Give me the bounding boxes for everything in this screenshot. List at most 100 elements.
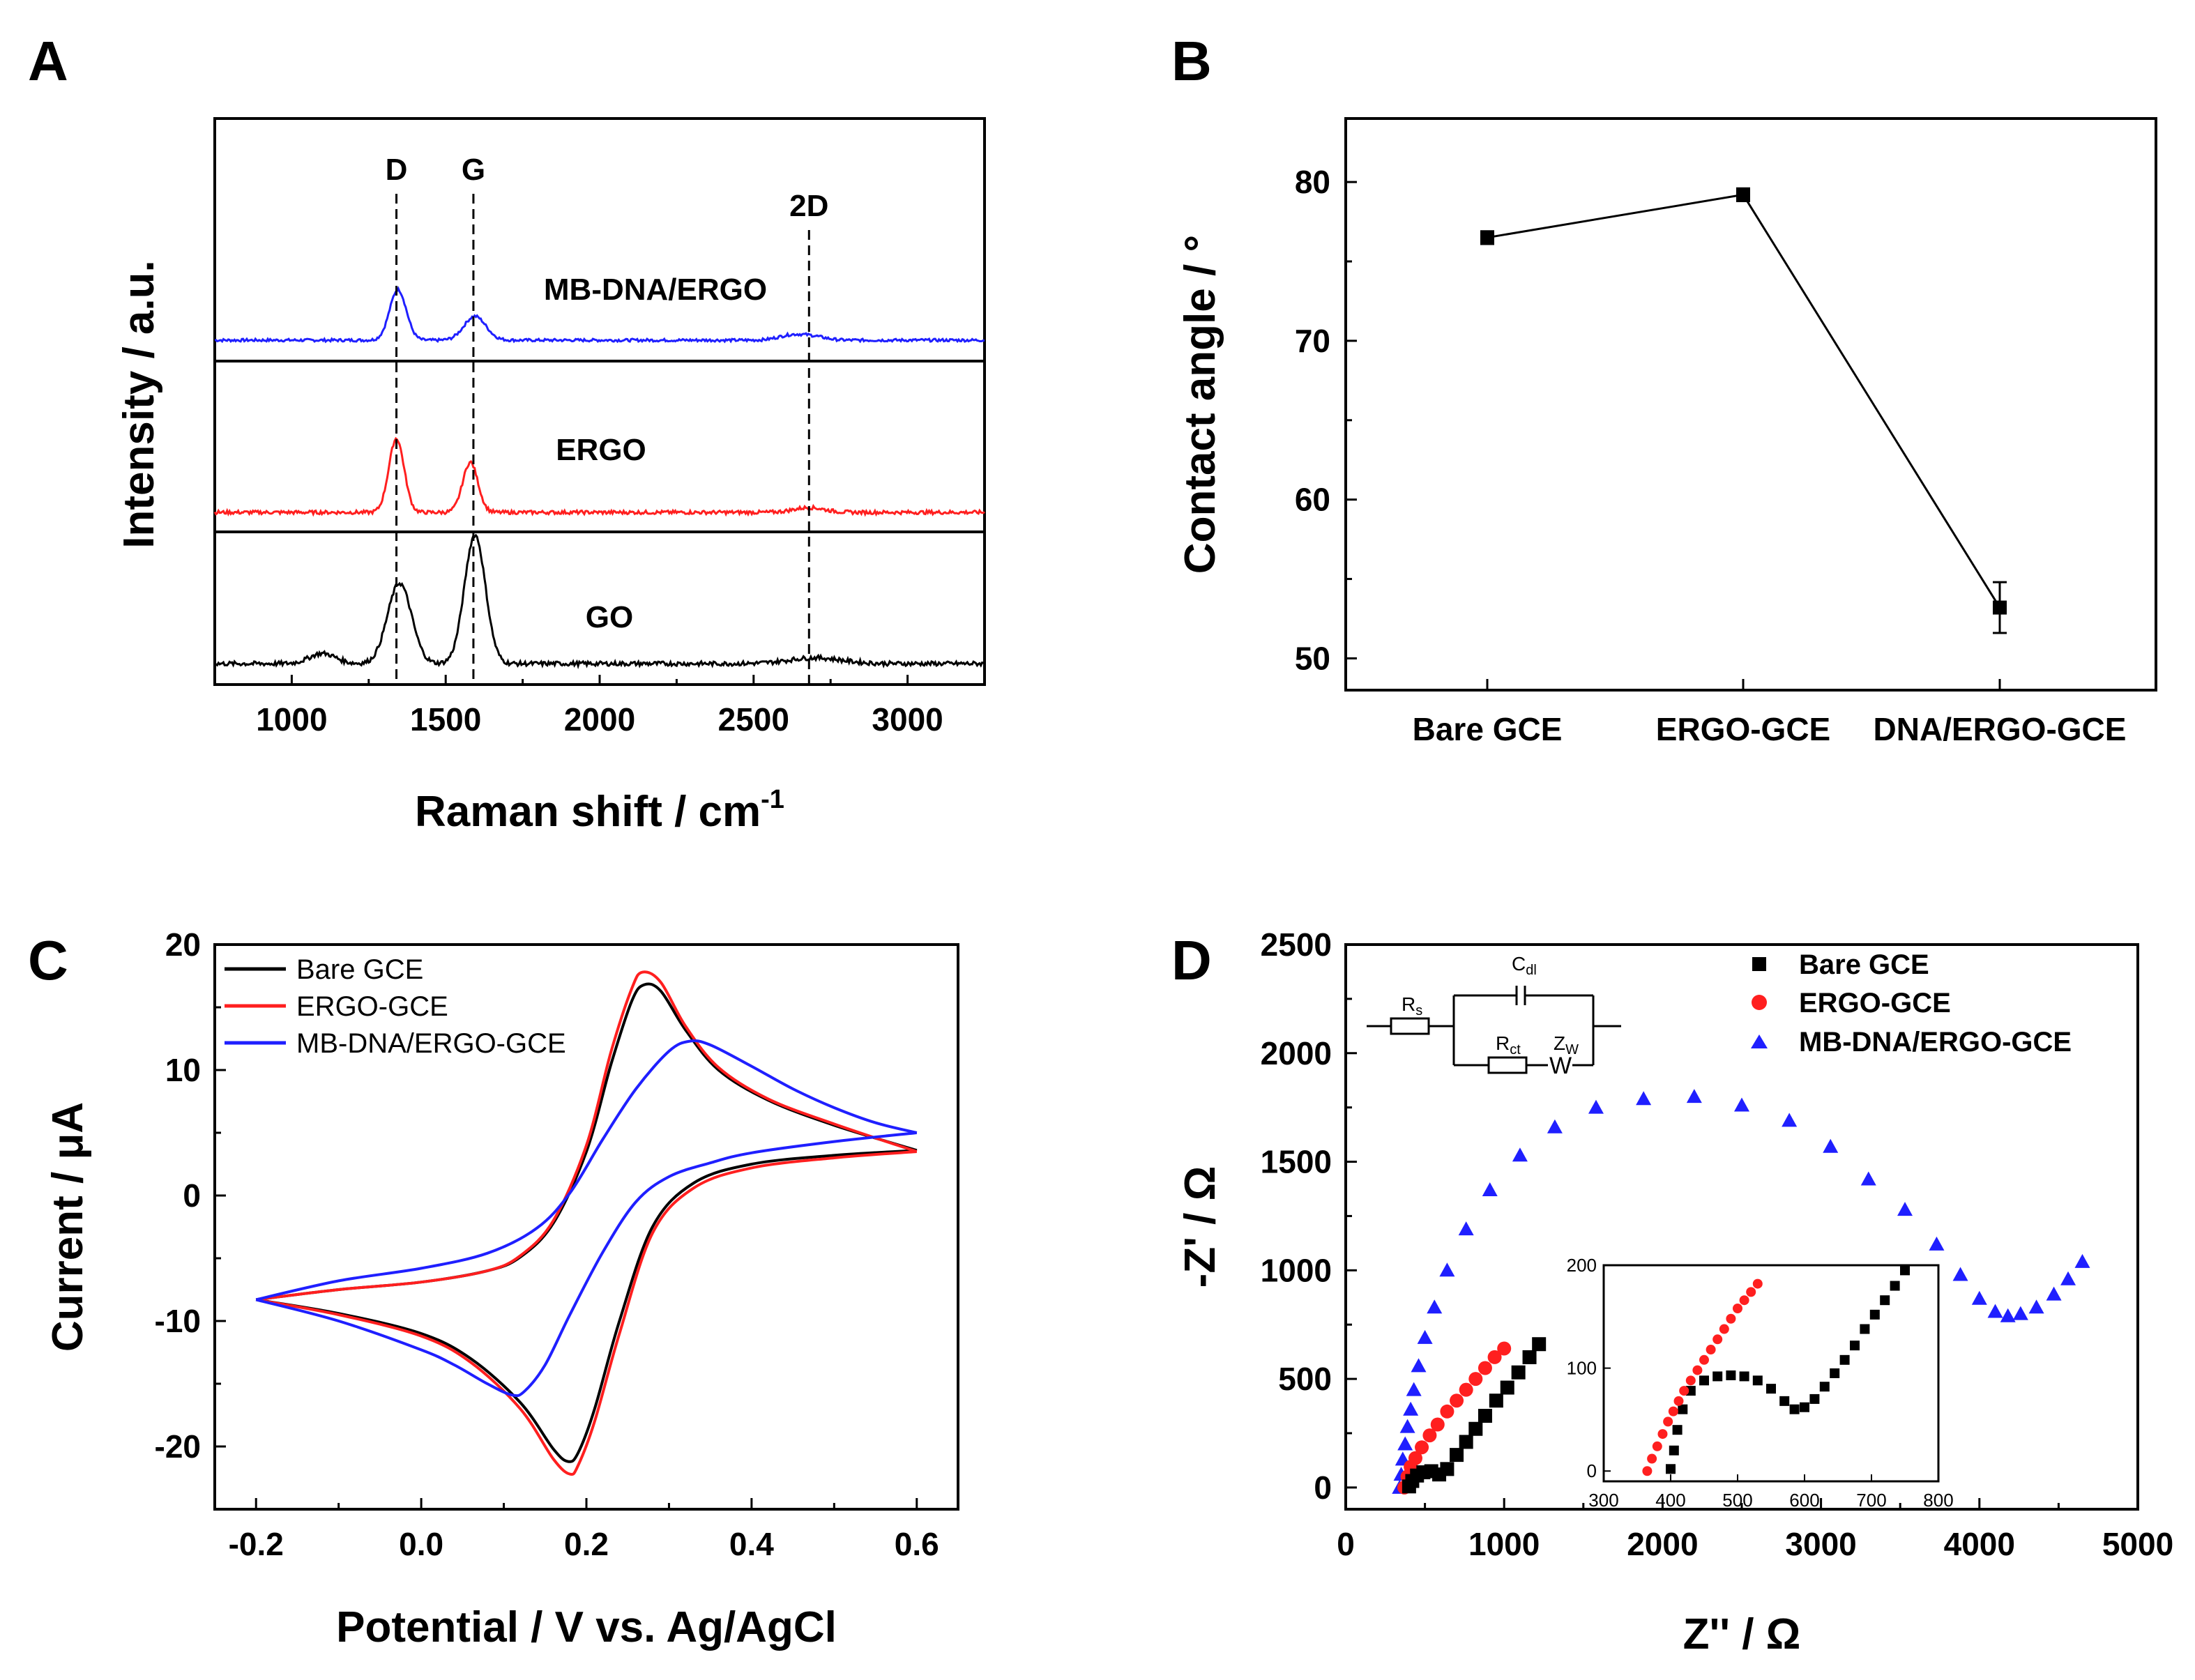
eis-point-mb-dna-ergo-gce: [1971, 1290, 1987, 1305]
label-ergo: ERGO: [556, 433, 646, 467]
cv-reverse-scan-bare-gce: [255, 1149, 917, 1463]
cv-y-tick-label: 20: [165, 926, 201, 963]
eis-inset-point-bare-gce: [1900, 1265, 1910, 1276]
raman-line-ergo: [213, 436, 985, 517]
eis-point-bare-gce: [1459, 1435, 1473, 1449]
contact-angle-frame: [1344, 117, 2157, 692]
contact-angle-panel: 50 60 70 80 Bare GCE ERGO-GCE DNA/ERGO-GCE Con…: [1176, 117, 2157, 747]
eis-point-mb-dna-ergo-gce: [1636, 1091, 1652, 1106]
eis-inset-point-bare-gce: [1766, 1384, 1776, 1394]
raman-y-title: Intensity / a.u.: [115, 260, 163, 548]
eis-inset-y-tick-label: 100: [1567, 1358, 1597, 1379]
eis-point-mb-dna-ergo-gce: [1823, 1138, 1839, 1153]
eis-point-mb-dna-ergo-gce: [1399, 1419, 1415, 1433]
eis-point-mb-dna-ergo-gce: [1406, 1382, 1422, 1396]
eis-x-title: Z'' / Ω: [1683, 1610, 1801, 1658]
contact-angle-x-tick-label: ERGO-GCE: [1656, 711, 1830, 747]
eis-point-mb-dna-ergo-gce: [1782, 1113, 1798, 1127]
eis-point-mb-dna-ergo-gce: [1417, 1329, 1433, 1344]
raman-x-tick-label: 2000: [564, 701, 635, 738]
eis-inset-point-bare-gce: [1669, 1445, 1679, 1456]
circuit-label-cdl: Cdl: [1512, 953, 1537, 978]
raman-peak-label-g: G: [462, 153, 485, 187]
eis-point-mb-dna-ergo-gce: [1427, 1299, 1443, 1314]
eis-inset-point-bare-gce: [1839, 1354, 1850, 1365]
circuit-label-rs: Rs: [1402, 993, 1422, 1018]
eis-inset-point-ergo-gce: [1692, 1365, 1703, 1375]
eis-inset-point-bare-gce: [1869, 1309, 1880, 1320]
contact-angle-x-tick-label: DNA/ERGO-GCE: [1874, 711, 2127, 747]
eis-point-bare-gce: [1511, 1365, 1526, 1380]
eis-y-tick-label: 500: [1278, 1361, 1332, 1397]
eis-inset-x-tick-label: 400: [1655, 1490, 1685, 1511]
eis-inset-point-bare-gce: [1726, 1370, 1736, 1380]
panel-letter-c: C: [28, 929, 68, 991]
eis-inset-point-ergo-gce: [1712, 1334, 1723, 1345]
cv-y-tick-label: -10: [155, 1303, 201, 1339]
cv-forward-scan-mb-dna-ergo-gce: [255, 1039, 918, 1301]
panel-letter-a: A: [28, 30, 68, 92]
raman-peak-label-2d: 2D: [789, 189, 828, 223]
eis-y-tick-label: 1500: [1261, 1144, 1332, 1180]
eis-point-bare-gce: [1532, 1337, 1547, 1352]
eis-inset-point-bare-gce: [1699, 1375, 1709, 1386]
label-go: GO: [586, 600, 633, 634]
eis-point-mb-dna-ergo-gce: [1458, 1221, 1474, 1236]
eis-inset-x-tick-label: 300: [1588, 1490, 1618, 1511]
legend-marker-ergo-gce: [1752, 995, 1767, 1010]
eis-y-tick-label: 2500: [1261, 926, 1332, 963]
eis-inset-point-bare-gce: [1712, 1371, 1723, 1382]
legend-marker-mb-dna-ergo-gce: [1751, 1034, 1768, 1048]
cv-x-tick-label: 0.6: [895, 1526, 939, 1562]
eis-y-tick-label: 2000: [1261, 1035, 1332, 1071]
raman-line-mb-dna-ergo: [214, 286, 985, 344]
eis-point-mb-dna-ergo-gce: [1512, 1147, 1528, 1162]
eis-inset-point-ergo-gce: [1739, 1295, 1749, 1306]
eis-point-mb-dna-ergo-gce: [1439, 1262, 1455, 1277]
eis-inset-point-bare-gce: [1850, 1341, 1860, 1351]
legend-label-bare-gce: Bare GCE: [296, 954, 423, 985]
equivalent-circuit: [1367, 986, 1621, 1074]
eis-point-ergo-gce: [1459, 1382, 1473, 1397]
raman-x-title: Raman shift / cm-1: [415, 785, 784, 836]
eis-point-mb-dna-ergo-gce: [1547, 1119, 1563, 1133]
raman-x-tick-label: 1500: [410, 701, 481, 738]
cv-x-tick-label: 0.4: [729, 1526, 774, 1562]
contact-angle-y-tick-label: 70: [1295, 323, 1330, 359]
eis-inset-point-ergo-gce: [1746, 1287, 1756, 1297]
cv-x-title: Potential / V vs. Ag/AgCl: [336, 1603, 837, 1651]
circuit-labels: Rs Cdl Rct ZW W: [1402, 953, 1579, 1079]
eis-inset-point-bare-gce: [1830, 1368, 1840, 1378]
cv-reverse-scan-ergo-gce: [255, 1150, 917, 1476]
eis-y-tick-label: 0: [1314, 1469, 1332, 1506]
eis-inset-x-tick-label: 700: [1856, 1490, 1886, 1511]
circuit-label-zw-sub: W: [1565, 1042, 1579, 1057]
contact-angle-point: [1480, 230, 1494, 245]
eis-point-ergo-gce: [1415, 1440, 1429, 1455]
eis-inset-x-tick-label: 800: [1923, 1490, 1953, 1511]
eis-point-mb-dna-ergo-gce: [1482, 1182, 1498, 1197]
eis-point-mb-dna-ergo-gce: [2074, 1253, 2090, 1268]
eis-inset-point-bare-gce: [1779, 1396, 1790, 1406]
cv-x-tick-label: 0.0: [399, 1526, 443, 1562]
eis-inset-point-bare-gce: [1819, 1382, 1830, 1392]
circuit-rs-resistor: [1390, 1017, 1430, 1035]
eis-inset-point-ergo-gce: [1726, 1313, 1736, 1324]
circuit-label-zw-main: Z: [1554, 1032, 1565, 1054]
eis-x-tick-label: 3000: [1785, 1526, 1856, 1562]
eis-point-ergo-gce: [1440, 1404, 1455, 1419]
eis-point-mb-dna-ergo-gce: [1860, 1171, 1876, 1186]
eis-point-ergo-gce: [1422, 1428, 1437, 1443]
eis-legend: Bare GCE ERGO-GCE MB-DNA/ERGO-GCE: [1751, 949, 2072, 1057]
raman-peak-label-d: D: [386, 153, 408, 187]
eis-x-tick-label: 5000: [2102, 1526, 2173, 1562]
eis-point-mb-dna-ergo-gce: [1686, 1089, 1702, 1104]
raman-x-tick-label: 2500: [718, 701, 789, 738]
eis-point-mb-dna-ergo-gce: [1411, 1358, 1427, 1373]
eis-point-mb-dna-ergo-gce: [2028, 1299, 2044, 1314]
eis-inset-point-ergo-gce: [1673, 1396, 1684, 1406]
raman-panel: D G 2D 1000 1500 2000 2500 3000 MB-DNA/ERGO ER…: [115, 117, 986, 836]
eis-inset-point-ergo-gce: [1733, 1304, 1742, 1313]
circuit-label-rs-main: R: [1402, 993, 1415, 1015]
